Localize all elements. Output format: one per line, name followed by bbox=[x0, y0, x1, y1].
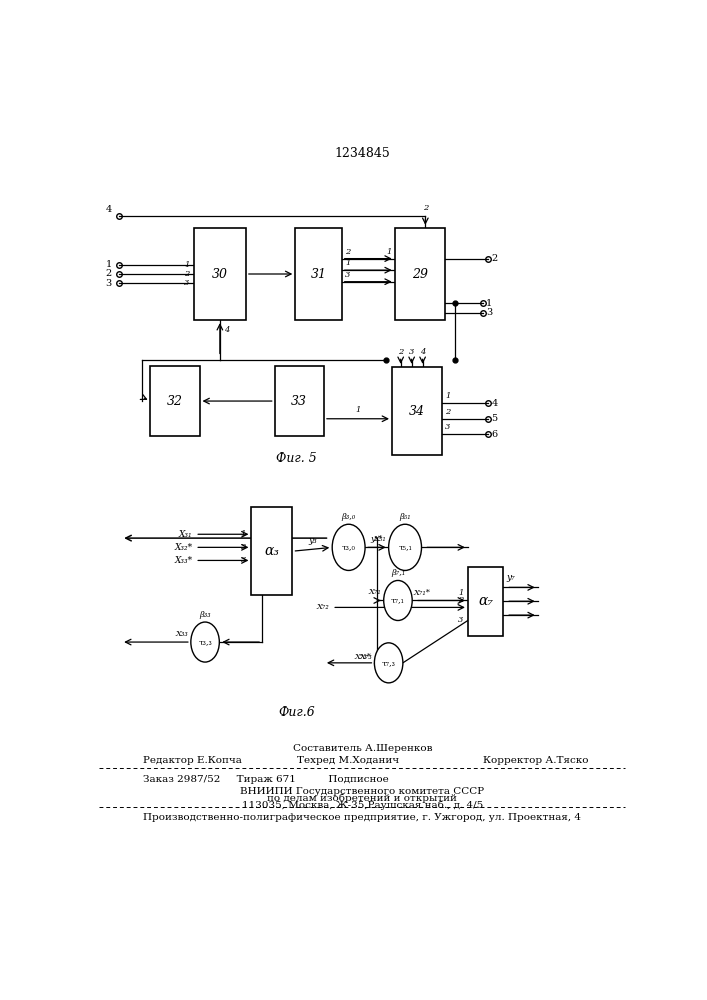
Text: 1: 1 bbox=[184, 261, 189, 269]
Text: τ₃,₀: τ₃,₀ bbox=[341, 543, 356, 551]
Text: Фиг.6: Фиг.6 bbox=[279, 706, 315, 719]
Text: Фиг. 5: Фиг. 5 bbox=[276, 452, 317, 465]
Circle shape bbox=[384, 580, 412, 620]
Text: β₃,₀: β₃,₀ bbox=[341, 513, 356, 521]
Text: 4: 4 bbox=[105, 205, 112, 214]
Text: 2: 2 bbox=[423, 204, 428, 212]
Text: 32: 32 bbox=[167, 395, 183, 408]
Text: Техред М.Ходанич: Техред М.Ходанич bbox=[297, 756, 399, 765]
Bar bbox=[194, 228, 246, 320]
Text: 33: 33 bbox=[291, 395, 308, 408]
Text: 1234845: 1234845 bbox=[334, 147, 390, 160]
Bar bbox=[275, 366, 324, 436]
Text: X₃₃: X₃₃ bbox=[176, 630, 189, 638]
Text: β₇,₁: β₇,₁ bbox=[391, 569, 405, 577]
Text: 1: 1 bbox=[445, 392, 450, 400]
Text: α₃: α₃ bbox=[264, 544, 279, 558]
Bar bbox=[296, 228, 341, 320]
Text: τ₅,₁: τ₅,₁ bbox=[398, 543, 412, 551]
Text: 31: 31 bbox=[310, 267, 327, 280]
Text: X₇₁*: X₇₁* bbox=[414, 589, 431, 597]
Text: X₇₃: X₇₃ bbox=[359, 653, 372, 661]
Text: X₅₁: X₅₁ bbox=[374, 535, 387, 543]
Text: 1: 1 bbox=[458, 589, 463, 597]
Text: 3: 3 bbox=[445, 423, 450, 431]
Text: 30: 30 bbox=[212, 267, 228, 280]
Text: y₃*: y₃* bbox=[370, 535, 383, 543]
Text: τ₃,₃: τ₃,₃ bbox=[198, 638, 212, 646]
Text: 2: 2 bbox=[491, 254, 498, 263]
Text: X₇₁: X₇₁ bbox=[368, 588, 381, 596]
Text: 3: 3 bbox=[345, 271, 351, 279]
Text: 2: 2 bbox=[398, 348, 404, 356]
Text: X₇₂: X₇₂ bbox=[317, 603, 329, 611]
Text: 1: 1 bbox=[105, 260, 112, 269]
Text: 4: 4 bbox=[491, 399, 498, 408]
Text: 3: 3 bbox=[184, 279, 189, 287]
Text: y₃: y₃ bbox=[308, 536, 317, 545]
Text: Производственно-полиграфическое предприятие, г. Ужгород, ул. Проектная, 4: Производственно-полиграфическое предприя… bbox=[144, 813, 581, 822]
Text: 1: 1 bbox=[240, 530, 246, 538]
Text: 34: 34 bbox=[409, 405, 425, 418]
Text: по делам изобретений и открытий: по делам изобретений и открытий bbox=[267, 794, 457, 803]
Text: X₃₁: X₃₁ bbox=[179, 530, 192, 539]
Text: 113035, Москва, Ж-35,Раушская наб., д. 4/5: 113035, Москва, Ж-35,Раушская наб., д. 4… bbox=[242, 801, 483, 810]
Text: 3: 3 bbox=[240, 556, 246, 564]
Circle shape bbox=[389, 524, 421, 570]
Text: τ₇,₃: τ₇,₃ bbox=[382, 659, 396, 667]
Text: X₃₂*: X₃₂* bbox=[175, 543, 192, 552]
Text: 1: 1 bbox=[386, 248, 392, 256]
Bar bbox=[392, 367, 443, 455]
Text: 3: 3 bbox=[409, 348, 414, 356]
Text: 3: 3 bbox=[105, 279, 112, 288]
Text: β₃₃: β₃₃ bbox=[199, 611, 211, 619]
Text: α₇: α₇ bbox=[478, 594, 493, 608]
Text: 29: 29 bbox=[412, 267, 428, 280]
Text: 2: 2 bbox=[240, 543, 246, 551]
Text: Заказ 2987/52     Тираж 671          Подписное: Заказ 2987/52 Тираж 671 Подписное bbox=[144, 775, 389, 784]
Text: 4: 4 bbox=[223, 326, 229, 334]
Text: τ₇,₁: τ₇,₁ bbox=[391, 596, 405, 604]
Bar bbox=[252, 507, 293, 595]
Text: 2: 2 bbox=[345, 248, 351, 256]
Text: 1: 1 bbox=[486, 299, 492, 308]
Text: y₇: y₇ bbox=[506, 573, 515, 582]
Circle shape bbox=[332, 524, 365, 570]
Text: Редактор Е.Копча: Редактор Е.Копча bbox=[144, 756, 242, 765]
Text: 6: 6 bbox=[491, 430, 498, 439]
Text: 3: 3 bbox=[486, 308, 492, 317]
Text: 5: 5 bbox=[491, 414, 498, 423]
Bar bbox=[395, 228, 445, 320]
Text: X₇₃*: X₇₃* bbox=[355, 653, 372, 661]
Text: 4: 4 bbox=[420, 348, 426, 356]
Text: 2: 2 bbox=[458, 596, 463, 604]
Text: 1: 1 bbox=[355, 406, 361, 414]
Circle shape bbox=[191, 622, 219, 662]
Text: Корректор А.Тяско: Корректор А.Тяско bbox=[483, 756, 588, 765]
Text: Составитель А.Шеренков: Составитель А.Шеренков bbox=[293, 744, 432, 753]
Text: 2: 2 bbox=[184, 270, 189, 278]
Text: ВНИИПИ Государственного комитета СССР: ВНИИПИ Государственного комитета СССР bbox=[240, 787, 484, 796]
Circle shape bbox=[375, 643, 403, 683]
Text: X₃₃*: X₃₃* bbox=[175, 556, 192, 565]
Text: 1: 1 bbox=[345, 259, 351, 267]
Text: 2: 2 bbox=[105, 269, 112, 278]
Bar bbox=[151, 366, 199, 436]
Bar bbox=[468, 567, 503, 636]
Text: 3: 3 bbox=[458, 616, 463, 624]
Text: 2: 2 bbox=[445, 408, 450, 416]
Text: β₅₁: β₅₁ bbox=[399, 513, 411, 521]
